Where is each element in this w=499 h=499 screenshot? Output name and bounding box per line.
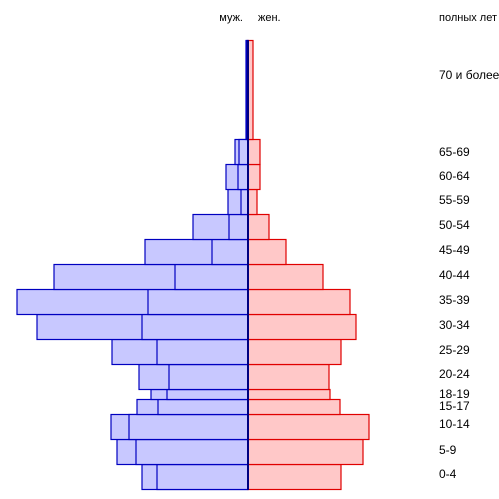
female-bar: [247, 163, 261, 191]
female-bar: [247, 463, 342, 491]
age-group-label: 20-24: [439, 367, 470, 381]
female-bar: [247, 188, 258, 216]
female-bar: [247, 288, 351, 316]
age-group-label: 65-69: [439, 145, 470, 159]
age-group-label: 60-64: [439, 169, 470, 183]
female-bar: [247, 398, 341, 416]
age-group-label: 15-17: [439, 399, 470, 413]
age-group-label: 10-14: [439, 417, 470, 431]
female-header: жен.: [258, 12, 281, 24]
female-bar: [247, 413, 370, 441]
pyramid-bars: [16, 39, 370, 491]
male-bar-inner: [141, 313, 249, 341]
age-group-label: 50-54: [439, 218, 470, 232]
male-bar-inner: [147, 288, 249, 316]
age-group-label: 55-59: [439, 193, 470, 207]
female-bar: [247, 338, 342, 366]
female-bar: [247, 263, 324, 291]
female-bar: [247, 388, 331, 401]
male-header: муж.: [219, 12, 243, 24]
male-bar-inner: [128, 413, 249, 441]
male-bar-inner: [238, 138, 249, 166]
female-bar: [247, 313, 357, 341]
female-bar: [247, 238, 287, 266]
age-group-label: 0-4: [439, 467, 457, 481]
age-group-label: 5-9: [439, 443, 457, 457]
male-bar-inner: [228, 213, 249, 241]
female-bar: [247, 213, 270, 241]
male-bar-inner: [166, 388, 249, 401]
age-group-label: 70 и более: [439, 68, 499, 82]
age-group-label: 30-34: [439, 318, 470, 332]
age-group-label: 18-19: [439, 387, 470, 401]
male-bar-inner: [156, 338, 249, 366]
male-bar-inner: [237, 163, 249, 191]
male-bar-inner: [168, 363, 249, 391]
age-group-label: 35-39: [439, 293, 470, 307]
male-bar-inner: [240, 188, 249, 216]
age-group-label: 40-44: [439, 268, 470, 282]
male-bar-inner: [157, 398, 249, 416]
male-bar-inner: [174, 263, 249, 291]
age-unit-header: полных лет: [439, 12, 497, 24]
male-bar-inner: [135, 438, 249, 466]
female-bar: [247, 438, 364, 466]
age-group-label: 45-49: [439, 243, 470, 257]
female-bar: [247, 363, 330, 391]
male-bar-inner: [156, 463, 249, 491]
male-bar-inner: [211, 238, 249, 266]
age-group-label: 25-29: [439, 343, 470, 357]
female-bar: [247, 138, 261, 166]
